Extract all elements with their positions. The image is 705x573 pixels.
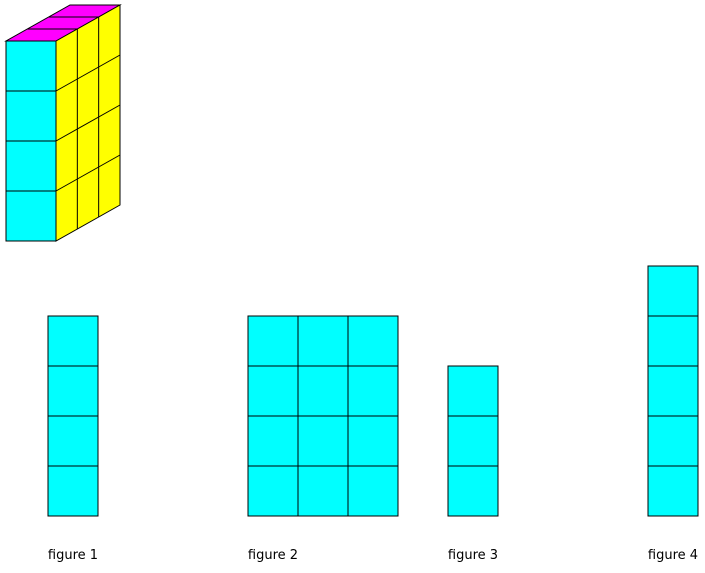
unit-square: [247, 315, 299, 367]
square-figure: [447, 365, 499, 517]
unit-square: [347, 315, 399, 367]
unit-square: [297, 415, 349, 467]
unit-square: [297, 315, 349, 367]
unit-square: [647, 465, 699, 517]
square-figure: [47, 315, 99, 517]
unit-square: [447, 465, 499, 517]
unit-square: [647, 265, 699, 317]
cube-block: [4, 4, 122, 242]
figure-label: figure 2: [248, 548, 298, 563]
unit-square: [647, 315, 699, 367]
unit-square: [347, 465, 399, 517]
unit-square: [647, 415, 699, 467]
square-figure: [247, 315, 399, 517]
figure-label: figure 4: [648, 548, 698, 563]
unit-square: [447, 365, 499, 417]
unit-square: [47, 415, 99, 467]
unit-square: [247, 365, 299, 417]
edge: [55, 154, 121, 192]
unit-square: [297, 365, 349, 417]
edge: [55, 104, 121, 142]
edge: [55, 54, 121, 92]
figure-label: figure 3: [448, 548, 498, 563]
square-figure: [647, 265, 699, 517]
unit-square: [447, 415, 499, 467]
unit-square: [647, 365, 699, 417]
unit-square: [47, 465, 99, 517]
unit-square: [297, 465, 349, 517]
unit-square: [347, 365, 399, 417]
figure-label: figure 1: [48, 548, 98, 563]
unit-square: [47, 365, 99, 417]
unit-square: [347, 415, 399, 467]
unit-square: [47, 315, 99, 367]
unit-square: [247, 415, 299, 467]
unit-square: [247, 465, 299, 517]
